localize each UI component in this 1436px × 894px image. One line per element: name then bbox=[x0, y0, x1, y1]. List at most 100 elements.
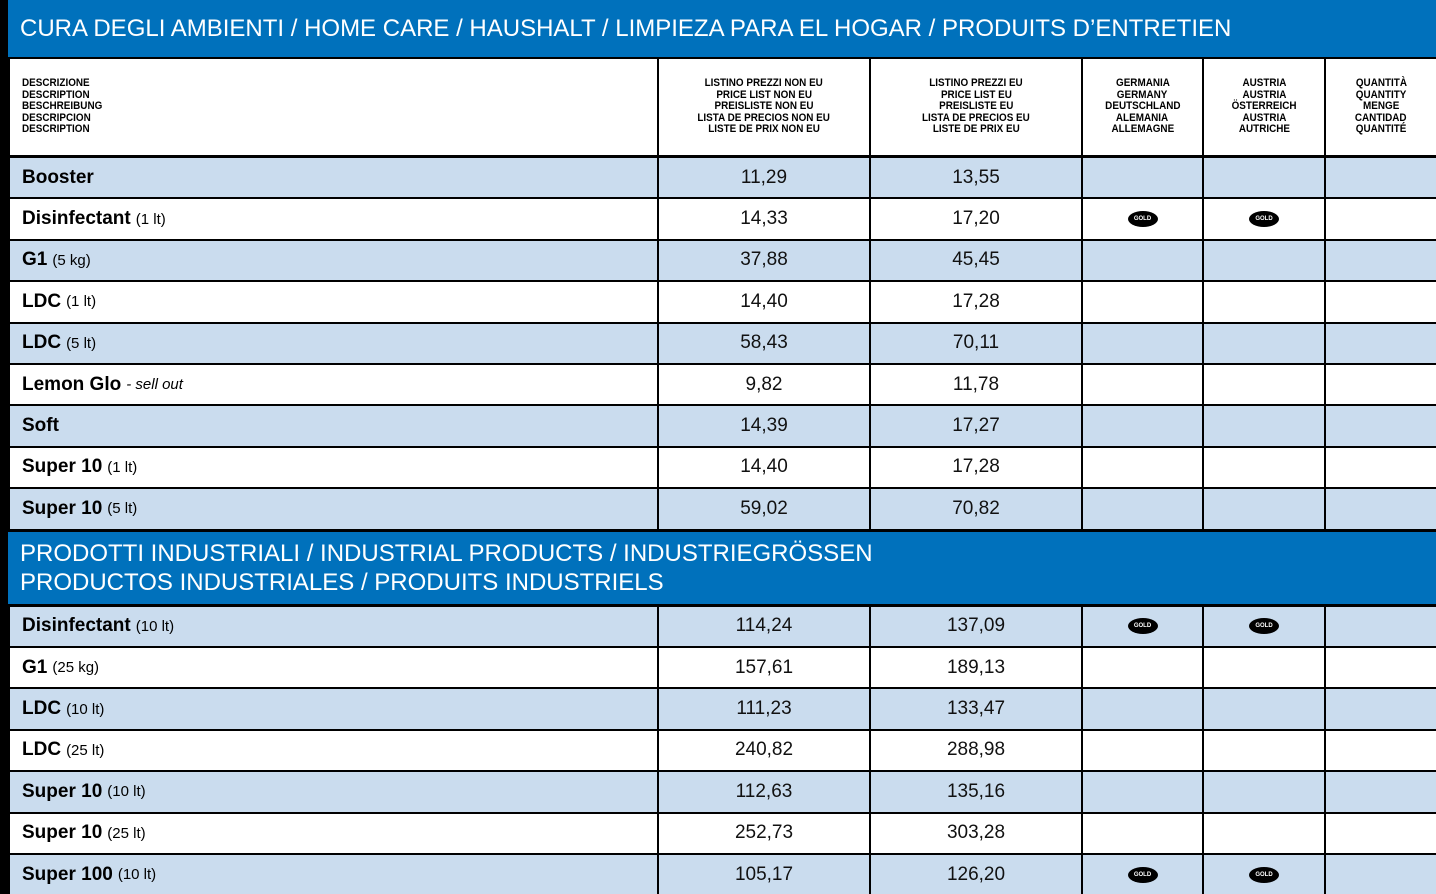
price-cell: 13,55 bbox=[871, 158, 1081, 198]
column-header: QUANTITÀ QUANTITY MENGE CANTIDAD QUANTITÉ bbox=[1326, 59, 1436, 155]
price-non-eu: 59,02 bbox=[740, 497, 788, 519]
germany-cell bbox=[1083, 282, 1202, 322]
price-cell: 17,27 bbox=[871, 406, 1081, 446]
price-cell: 111,23 bbox=[659, 689, 869, 729]
product-cell: Super 10 (10 lt) bbox=[10, 772, 657, 812]
gold-badge: GOLD bbox=[1127, 211, 1158, 228]
germany-cell bbox=[1083, 365, 1202, 405]
product-size: (25 lt) bbox=[66, 741, 105, 759]
product-name: Disinfectant bbox=[22, 208, 131, 230]
section-title: PRODOTTI INDUSTRIALI / INDUSTRIAL PRODUC… bbox=[20, 539, 873, 567]
column-header: DESCRIZIONE DESCRIPTION BESCHREIBUNG DESCRI… bbox=[10, 59, 657, 155]
germany-cell bbox=[1083, 689, 1202, 729]
price-non-eu: 105,17 bbox=[734, 863, 794, 885]
header-line: LISTINO PREZZI EU bbox=[929, 77, 1023, 90]
header-line: LISTA DE PRECIOS NON EU bbox=[697, 111, 831, 124]
header-line: AUSTRIA bbox=[1241, 77, 1286, 90]
price-cell: 105,17 bbox=[659, 855, 869, 894]
header-line: DESCRIZIONE bbox=[22, 77, 90, 90]
quantity-cell bbox=[1326, 772, 1436, 812]
product-cell: Super 10 (5 lt) bbox=[10, 489, 657, 529]
header-line: PREISLISTE EU bbox=[938, 100, 1014, 113]
price-cell: 59,02 bbox=[659, 489, 869, 529]
header-line: MENGE bbox=[1362, 100, 1400, 113]
austria-cell bbox=[1204, 365, 1324, 405]
section-title: PRODUCTOS INDUSTRIALES / PRODUITS INDUST… bbox=[20, 568, 664, 596]
price-cell: 17,28 bbox=[871, 447, 1081, 488]
price-non-eu: 37,88 bbox=[740, 249, 788, 271]
product-size: (10 lt) bbox=[135, 617, 175, 635]
price-non-eu: 240,82 bbox=[734, 739, 794, 761]
price-cell: 126,20 bbox=[871, 855, 1081, 894]
price-eu: 133,47 bbox=[946, 698, 1006, 720]
price-eu: 288,98 bbox=[946, 739, 1006, 761]
header-line: QUANTITÀ bbox=[1355, 77, 1407, 90]
price-eu: 17,27 bbox=[952, 415, 1000, 437]
price-non-eu: 14,40 bbox=[740, 456, 788, 478]
price-cell: 157,61 bbox=[659, 648, 869, 688]
price-cell: 114,24 bbox=[659, 606, 869, 646]
product-cell: G1 (25 kg) bbox=[10, 648, 657, 688]
austria-cell bbox=[1204, 489, 1324, 529]
austria-cell bbox=[1204, 447, 1324, 488]
price-non-eu: 112,63 bbox=[735, 780, 793, 802]
header-line: DEUTSCHLAND bbox=[1104, 100, 1181, 113]
product-name: LDC bbox=[22, 332, 62, 354]
germany-cell bbox=[1083, 813, 1202, 853]
header-line: BESCHREIBUNG bbox=[22, 100, 103, 113]
price-non-eu: 14,33 bbox=[740, 208, 788, 230]
quantity-cell bbox=[1326, 199, 1436, 239]
austria-cell bbox=[1204, 240, 1324, 281]
product-cell: Super 10 (25 lt) bbox=[10, 813, 657, 853]
product-name: Super 10 bbox=[22, 456, 103, 478]
product-cell: Lemon Glo - sell out bbox=[10, 365, 657, 405]
price-eu: 135,16 bbox=[946, 780, 1006, 802]
product-name: LDC bbox=[22, 698, 62, 720]
product-cell: LDC (5 lt) bbox=[10, 323, 657, 363]
austria-cell bbox=[1204, 772, 1324, 812]
title-banner: CURA DEGLI AMBIENTI / HOME CARE / HAUSHA… bbox=[8, 0, 1436, 57]
product-name: G1 bbox=[22, 249, 48, 271]
product-name: LDC bbox=[22, 290, 62, 312]
product-size: (25 kg) bbox=[52, 659, 100, 677]
product-size: (25 lt) bbox=[107, 824, 146, 842]
price-cell: 17,20 bbox=[871, 199, 1081, 239]
quantity-cell bbox=[1326, 240, 1436, 281]
gold-badge: GOLD bbox=[1127, 618, 1158, 635]
product-cell: Disinfectant (1 lt) bbox=[10, 199, 657, 239]
quantity-cell bbox=[1326, 813, 1436, 853]
price-non-eu: 252,73 bbox=[734, 822, 794, 844]
price-eu: 126,20 bbox=[946, 863, 1006, 885]
price-cell: 17,28 bbox=[871, 282, 1081, 322]
quantity-cell bbox=[1326, 158, 1436, 198]
product-cell: Super 10 (1 lt) bbox=[10, 447, 657, 488]
header-line: QUANTITÉ bbox=[1355, 123, 1407, 136]
gold-badge: GOLD bbox=[1249, 211, 1279, 228]
header-line: CANTIDAD bbox=[1355, 111, 1407, 124]
quantity-cell bbox=[1326, 730, 1436, 771]
product-cell: G1 (5 kg) bbox=[10, 240, 657, 281]
austria-cell bbox=[1204, 158, 1324, 198]
header-line: LISTE DE PRIX NON EU bbox=[708, 123, 820, 136]
germany-cell: GOLD bbox=[1083, 855, 1202, 894]
header-line: ÖSTERREICH bbox=[1231, 100, 1297, 113]
quantity-cell bbox=[1326, 606, 1436, 646]
price-cell: 135,16 bbox=[871, 772, 1081, 812]
quantity-cell bbox=[1326, 282, 1436, 322]
product-name: Super 10 bbox=[22, 497, 103, 519]
product-cell: LDC (1 lt) bbox=[10, 282, 657, 322]
quantity-cell bbox=[1326, 648, 1436, 688]
germany-cell bbox=[1083, 489, 1202, 529]
quantity-cell bbox=[1326, 855, 1436, 894]
product-name: Super 100 bbox=[22, 863, 113, 885]
header-line: LISTE DE PRIX EU bbox=[932, 123, 1020, 136]
header-line: GERMANY bbox=[1117, 88, 1168, 101]
product-cell: LDC (10 lt) bbox=[10, 689, 657, 729]
price-non-eu: 58,43 bbox=[740, 332, 788, 354]
price-cell: 240,82 bbox=[659, 730, 869, 771]
product-size: (10 lt) bbox=[117, 866, 157, 884]
header-line: ALEMANIA bbox=[1116, 111, 1169, 124]
header-line: PREISLISTE NON EU bbox=[714, 100, 814, 113]
austria-cell bbox=[1204, 648, 1324, 688]
